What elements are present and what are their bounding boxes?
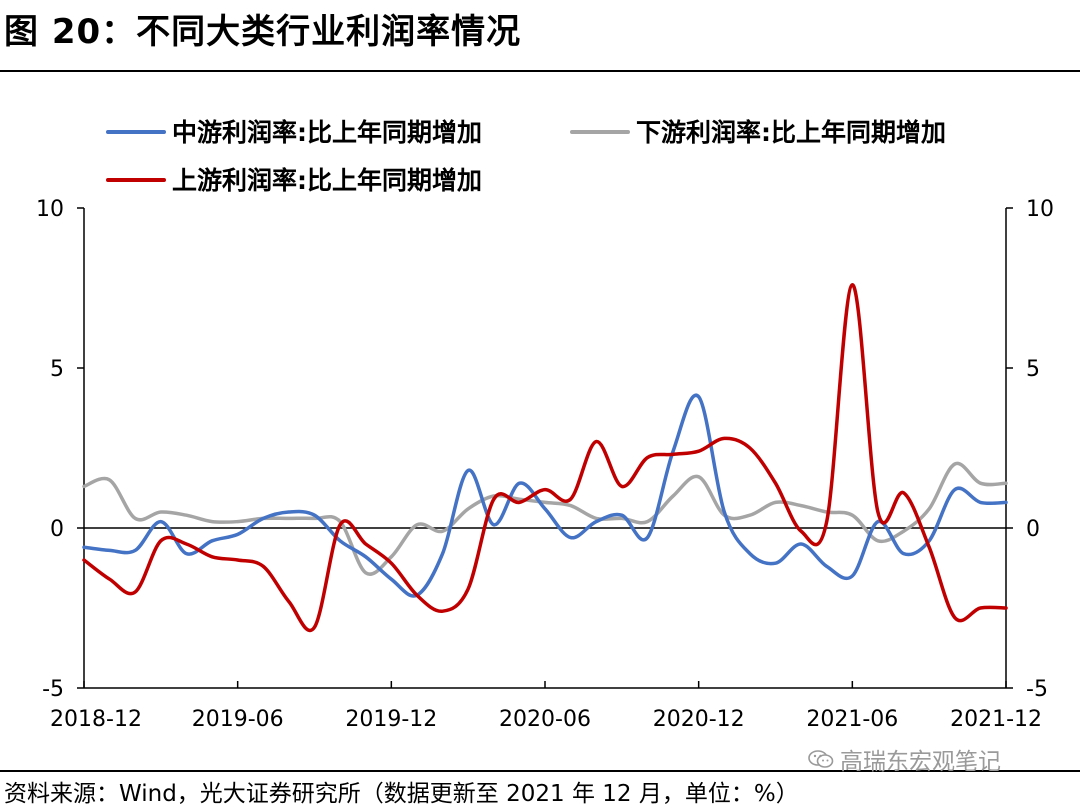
y-tick-label-right: 0 — [1026, 517, 1040, 542]
legend-label-1: 下游利润率:比上年同期增加 — [636, 118, 946, 147]
y-tick-label-right: 10 — [1026, 197, 1054, 222]
legend-label-2: 上游利润率:比上年同期增加 — [172, 166, 482, 195]
watermark: 高瑞东宏观笔记 — [808, 742, 1001, 776]
x-tick-label: 2020-06 — [499, 707, 591, 732]
y-tick-label-left: 0 — [50, 517, 64, 542]
bottom-rule — [0, 770, 1080, 772]
series-line-1 — [82, 461, 1008, 576]
y-tick-label-right: -5 — [1026, 677, 1048, 702]
x-tick-label: 2021-06 — [806, 707, 898, 732]
x-tick-label: 2020-12 — [653, 707, 745, 732]
x-tick-label: 2019-06 — [192, 707, 284, 732]
y-tick-label-left: 10 — [36, 197, 64, 222]
figure-title: 图 20：不同大类行业利润率情况 — [4, 12, 522, 52]
watermark-text: 高瑞东宏观笔记 — [840, 749, 1001, 775]
series-line-2 — [82, 283, 1008, 632]
y-tick-label-left: -5 — [42, 677, 64, 702]
top-rule — [0, 70, 1080, 72]
y-tick-label-left: 5 — [50, 357, 64, 382]
line-chart: 中游利润率:比上年同期增加 下游利润率:比上年同期增加上游利润率:比上年同期增加 … — [36, 118, 1054, 732]
axes: 10 10 5 5 0 0 -5 -5 2018-12 2019-06 2019-12 2020-06… — [36, 197, 1054, 732]
x-tick-label: 2018-12 — [50, 707, 142, 732]
x-tick-label: 2019-12 — [345, 707, 437, 732]
x-tick-label: 2021-12 — [950, 707, 1042, 732]
y-tick-label-right: 5 — [1026, 357, 1040, 382]
source-note: 资料来源：Wind，光大证券研究所（数据更新至 2021 年 12 月，单位：%… — [4, 781, 799, 807]
legend-label-0: 中游利润率:比上年同期增加 — [172, 118, 482, 147]
series-lines — [82, 283, 1008, 632]
wechat-icon — [808, 750, 834, 768]
series-line-0 — [82, 393, 1008, 598]
